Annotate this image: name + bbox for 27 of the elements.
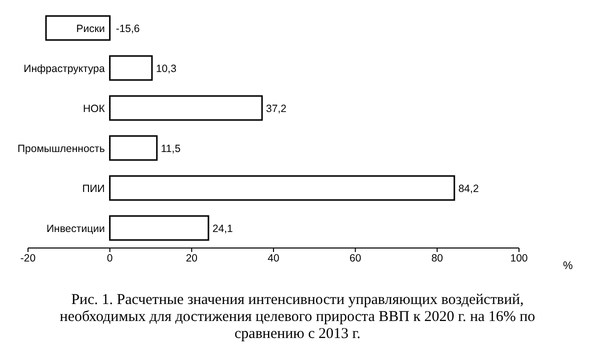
x-tick-label: 0 bbox=[106, 252, 113, 264]
y-tick-label: НОК bbox=[82, 103, 106, 115]
y-tick-label: Инвестиции bbox=[46, 223, 105, 235]
bar bbox=[109, 95, 263, 121]
x-tick-label: 100 bbox=[510, 252, 528, 264]
x-tick-label: 20 bbox=[186, 252, 198, 264]
y-tick-label: ПИИ bbox=[82, 183, 105, 195]
data-label: 11,5 bbox=[160, 143, 181, 155]
data-label: 84,2 bbox=[458, 183, 479, 195]
text: Рис. 1. Расчетные значения интенсивности управляющих воздействий, необходимых для достижения целевого прироста ВВП к 2020 г. на 16% по сравнению с 2013 г. bbox=[58, 292, 536, 343]
x-tick-label: 80 bbox=[431, 252, 444, 264]
data-label: 10,3 bbox=[156, 63, 177, 75]
x-tick-label: -20 bbox=[20, 252, 36, 264]
data-label: -15,6 bbox=[116, 23, 140, 35]
y-tick-label: Риски bbox=[76, 23, 105, 35]
x-tick-label: 60 bbox=[349, 252, 362, 264]
bar bbox=[109, 215, 210, 241]
y-tick-label: Инфраструктура bbox=[24, 63, 105, 75]
bar bbox=[109, 175, 456, 201]
bar bbox=[45, 15, 111, 41]
x-axis-title: % bbox=[563, 260, 573, 272]
bar bbox=[109, 135, 158, 161]
y-tick-label: Промышленность bbox=[17, 143, 106, 155]
bar bbox=[109, 55, 153, 81]
data-label: 24,1 bbox=[212, 223, 234, 235]
x-tick-label: 40 bbox=[268, 252, 280, 264]
data-label: 37,2 bbox=[266, 103, 287, 115]
